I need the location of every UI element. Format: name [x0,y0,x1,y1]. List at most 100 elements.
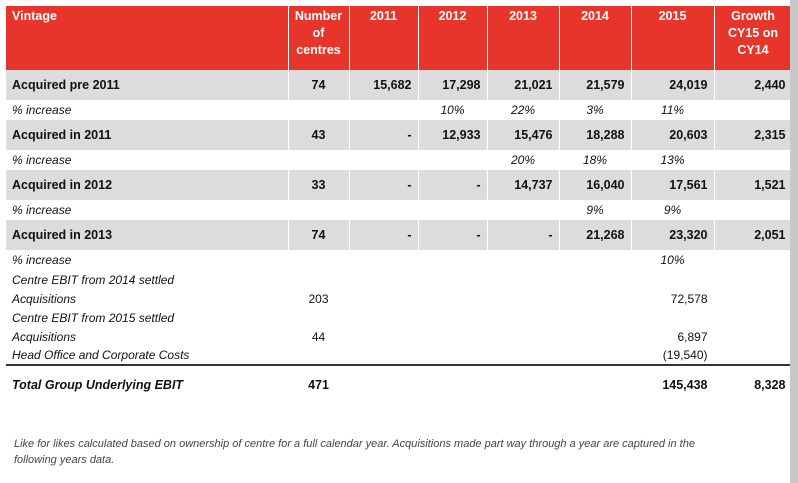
cell-2015: (19,540) [631,346,715,365]
cell-growth: 8,328 [714,364,793,404]
cell-2014: 18% [559,150,632,170]
cell-2015: 10% [631,250,715,270]
cell-2011 [349,250,419,270]
header-2013: 2013 [487,6,560,70]
cell-2014: 9% [559,200,632,220]
cell-2012: 17,298 [418,70,488,100]
table-row: Acquired in 2012 33 - - 14,737 16,040 17… [6,170,793,200]
cell-2012: 12,933 [418,120,488,150]
cell-growth [714,100,793,120]
table-row: Acquisitions 44 6,897 [6,327,793,346]
cell-2011 [349,100,419,120]
cell-2015: 9% [631,200,715,220]
table-row: Head Office and Corporate Costs (19,540) [6,346,793,365]
cell-centres [288,100,350,120]
header-2012: 2012 [418,6,488,70]
cell-growth: 2,315 [714,120,793,150]
cell-2014 [559,250,632,270]
cell-2015: 72,578 [631,289,715,308]
ebit-vintage-table: Vintage Number of centres 2011 2012 2013… [6,6,793,404]
header-growth: Growth CY15 on CY14 [714,6,793,70]
cell-2012 [418,150,488,170]
cell-centres [288,200,350,220]
table-row: Centre EBIT from 2014 settled [6,270,793,289]
row-label: Acquired pre 2011 [6,70,289,100]
cell-2011: - [349,220,419,250]
cell-2013 [487,250,560,270]
row-label: Acquired in 2011 [6,120,289,150]
cell-growth [714,200,793,220]
cell-2012: - [418,170,488,200]
pct-row: % increase 10% [6,250,793,270]
cell-centres: 44 [288,327,350,346]
cell-2011: 15,682 [349,70,419,100]
cell-2012: - [418,220,488,250]
row-label: % increase [6,250,289,270]
row-label: Centre EBIT from 2015 settled [6,308,289,327]
cell-2011: - [349,170,419,200]
cell-2015: 145,438 [631,364,715,404]
row-label: Acquired in 2013 [6,220,289,250]
cell-2015: 11% [631,100,715,120]
cell-centres: 43 [288,120,350,150]
cell-growth [714,250,793,270]
cell-2011 [349,200,419,220]
cell-2014: 21,268 [559,220,632,250]
window-edge [790,0,798,483]
cell-2014: 21,579 [559,70,632,100]
cell-2015: 24,019 [631,70,715,100]
row-label: Total Group Underlying EBIT [6,364,289,404]
cell-2014: 16,040 [559,170,632,200]
table-row: Acquired in 2011 43 - 12,933 15,476 18,2… [6,120,793,150]
header-2011: 2011 [349,6,419,70]
cell-2014: 18,288 [559,120,632,150]
row-label: % increase [6,100,289,120]
row-label: Acquired in 2012 [6,170,289,200]
cell-centres: 74 [288,220,350,250]
header-number-of-centres: Number of centres [288,6,350,70]
cell-centres: 203 [288,289,350,308]
cell-2012 [418,250,488,270]
header-vintage: Vintage [6,6,289,70]
cell-2013 [487,200,560,220]
row-label: % increase [6,150,289,170]
cell-2011 [349,150,419,170]
cell-2013: 22% [487,100,560,120]
row-label: Acquisitions [6,289,289,308]
total-row: Total Group Underlying EBIT 471 145,438 … [6,364,793,404]
cell-growth: 2,051 [714,220,793,250]
cell-2014: 3% [559,100,632,120]
cell-centres [288,250,350,270]
table-row: Acquired in 2013 74 - - - 21,268 23,320 … [6,220,793,250]
cell-growth: 1,521 [714,170,793,200]
cell-centres: 33 [288,170,350,200]
cell-2013: 14,737 [487,170,560,200]
cell-growth [714,150,793,170]
row-label: % increase [6,200,289,220]
cell-2015: 20,603 [631,120,715,150]
cell-centres: 74 [288,70,350,100]
table-row: Acquisitions 203 72,578 [6,289,793,308]
table-row: Centre EBIT from 2015 settled [6,308,793,327]
pct-row: % increase 9% 9% [6,200,793,220]
cell-2015: 17,561 [631,170,715,200]
cell-growth: 2,440 [714,70,793,100]
cell-2013: 21,021 [487,70,560,100]
row-label: Centre EBIT from 2014 settled [6,270,289,289]
cell-centres [288,150,350,170]
cell-2012: 10% [418,100,488,120]
header-2014: 2014 [559,6,632,70]
header-2015: 2015 [631,6,715,70]
table-row: Acquired pre 2011 74 15,682 17,298 21,02… [6,70,793,100]
row-label: Acquisitions [6,327,289,346]
cell-centres: 471 [288,364,350,404]
cell-2013: 20% [487,150,560,170]
cell-2015: 13% [631,150,715,170]
row-label: Head Office and Corporate Costs [6,346,289,365]
pct-row: % increase 10% 22% 3% 11% [6,100,793,120]
cell-2011: - [349,120,419,150]
footnote: Like for likes calculated based on owner… [14,438,695,466]
cell-2013: 15,476 [487,120,560,150]
pct-row: % increase 20% 18% 13% [6,150,793,170]
cell-2015: 6,897 [631,327,715,346]
